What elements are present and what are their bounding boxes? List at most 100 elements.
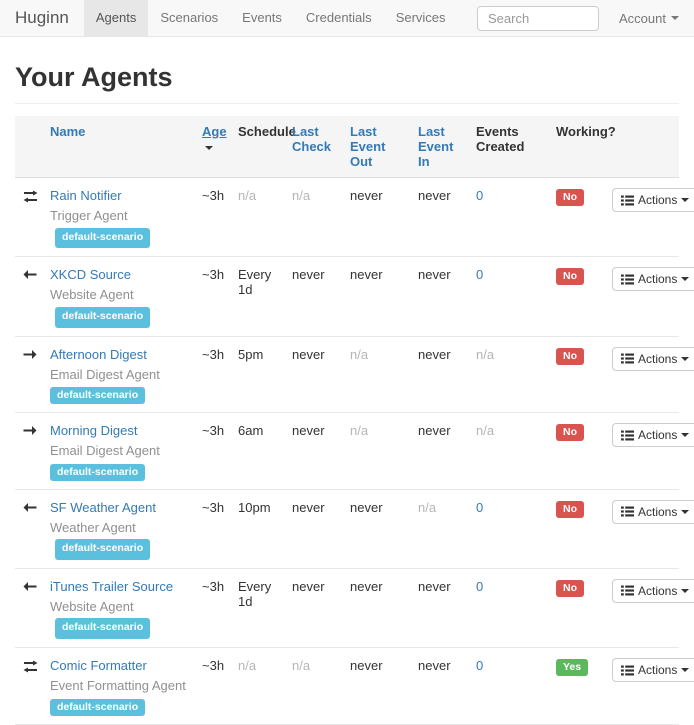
table-row: XKCD Source Website Agent default-scenario… xyxy=(15,257,694,336)
schedule-cell: 10pm xyxy=(233,489,287,568)
last-check-cell: never xyxy=(287,568,345,647)
table-row: iTunes Trailer Source Website Agent defaul… xyxy=(15,568,694,648)
header-row: Name Age Schedule Last Check Last Event Out L… xyxy=(15,116,679,178)
age-cell-value: ~3h xyxy=(202,346,225,362)
actions-button[interactable]: Actions xyxy=(612,578,694,603)
scenario-badge[interactable]: default-scenario xyxy=(55,306,151,328)
table-row: SF Weather Agent Weather Agentdefault-sce… xyxy=(15,489,694,569)
actions-button[interactable]: Actions xyxy=(612,267,694,292)
nav-item-scenarios[interactable]: Scenarios xyxy=(160,10,219,25)
actions-button[interactable]: Actions xyxy=(612,423,694,447)
scenario-badge[interactable]: default-scenario xyxy=(55,227,151,249)
scenario-badge[interactable]: default-scenario xyxy=(50,463,146,481)
age-cell-value: ~3h xyxy=(202,267,225,283)
sort-link[interactable]: Last Check xyxy=(292,124,332,154)
last-event-in-cell-value: never xyxy=(418,267,451,283)
column-header-working: Working? xyxy=(551,116,616,178)
column-header-events-created: Events Created xyxy=(471,116,551,178)
age-cell: ~3h xyxy=(197,336,233,413)
last-event-out-cell-value: never xyxy=(350,267,383,283)
search-input[interactable] xyxy=(477,5,600,31)
sort-link[interactable]: Age xyxy=(202,124,227,139)
header-label: Events Created xyxy=(476,124,525,154)
sort-desc-icon xyxy=(205,145,213,150)
events-created-cell: n/a xyxy=(471,336,551,413)
actions-cell: Actions xyxy=(607,568,694,647)
nav-right: Account xyxy=(477,0,694,36)
actions-button[interactable]: Actions xyxy=(612,346,694,371)
agent-type: Trigger Agent default-scenario xyxy=(50,206,192,249)
events-created-cell-link[interactable]: 0 xyxy=(476,578,484,594)
agent-type-label: Website Agent xyxy=(50,287,134,303)
nav-item-services[interactable]: Services xyxy=(395,10,446,25)
header-label: Schedule xyxy=(238,124,296,139)
sort-link[interactable]: Last Event Out xyxy=(350,124,386,169)
column-header-last-check: Last Check xyxy=(287,116,345,178)
age-cell: ~3h xyxy=(197,648,233,725)
table-row: Comic Formatter Event Formatting Agent def… xyxy=(15,648,694,725)
agent-name-link[interactable]: XKCD Source xyxy=(50,267,131,283)
nav-item-credentials[interactable]: Credentials xyxy=(305,10,372,25)
header-actions-spacer xyxy=(607,116,679,178)
actions-button-label: Actions xyxy=(638,428,678,442)
sort-link[interactable]: Name xyxy=(50,124,86,139)
agent-name-link[interactable]: iTunes Trailer Source xyxy=(50,578,174,594)
chevron-down-icon xyxy=(681,668,690,672)
last-event-out-cell: never xyxy=(345,257,413,336)
agent-name-link[interactable]: Rain Notifier xyxy=(50,188,122,203)
last-event-out-cell: never xyxy=(345,648,413,725)
agent-name-link[interactable]: Comic Formatter xyxy=(50,658,147,673)
nav-item-events[interactable]: Events xyxy=(242,10,282,25)
scenario-badge[interactable]: default-scenario xyxy=(50,387,146,404)
agent-type-label: Email Digest Agent xyxy=(50,366,160,382)
events-created-cell-link[interactable]: 0 xyxy=(476,267,484,283)
last-check-cell-value: n/a xyxy=(292,658,311,673)
working-badge: Yes xyxy=(556,659,589,676)
agent-type-label: Weather Agent xyxy=(50,519,136,535)
exchange-icon xyxy=(23,660,40,673)
age-cell-value: ~3h xyxy=(202,658,225,673)
actions-button[interactable]: Actions xyxy=(612,499,694,524)
name-cell: Rain Notifier Trigger Agent default-scenar… xyxy=(45,178,197,257)
scenario-badge[interactable]: default-scenario xyxy=(50,698,146,716)
arrow-left-icon xyxy=(23,502,40,513)
events-created-cell: 0 xyxy=(471,257,551,336)
sort-link[interactable]: Last Event In xyxy=(418,124,454,169)
schedule-cell-value: 5pm xyxy=(238,346,264,362)
scenario-badge-row: default-scenario xyxy=(50,461,192,481)
actions-button[interactable]: Actions xyxy=(612,188,694,212)
arrow-right-icon xyxy=(23,349,40,360)
events-created-cell-link[interactable]: 0 xyxy=(476,658,484,673)
nav-item-agents[interactable]: Agents xyxy=(83,0,149,36)
schedule-cell-value: n/a xyxy=(238,658,257,673)
last-check-cell-value: never xyxy=(292,346,325,362)
events-created-cell: 0 xyxy=(471,489,551,568)
direction-cell xyxy=(15,648,45,725)
events-created-cell-link[interactable]: 0 xyxy=(476,188,484,203)
actions-button[interactable]: Actions xyxy=(612,658,694,682)
name-cell: iTunes Trailer Source Website Agent defaul… xyxy=(45,568,197,647)
table-row: Rain Notifier Trigger Agent default-scenar… xyxy=(15,178,694,257)
table-row: Morning Digest Email Digest Agent default-… xyxy=(15,413,694,489)
actions-button-label: Actions xyxy=(638,663,678,677)
table-row: Afternoon Digest Email Digest Agent defaul… xyxy=(15,336,694,413)
schedule-cell-value: Every 1d xyxy=(238,267,272,298)
scenario-badge[interactable]: default-scenario xyxy=(55,539,151,560)
list-icon xyxy=(621,430,634,441)
actions-button-label: Actions xyxy=(638,351,678,366)
scenario-badge[interactable]: default-scenario xyxy=(55,618,151,639)
agent-name-link[interactable]: Morning Digest xyxy=(50,423,138,438)
last-event-in-cell: never xyxy=(413,336,471,413)
working-cell: No xyxy=(551,178,607,257)
account-label: Account xyxy=(619,10,666,26)
agent-type: Email Digest Agent xyxy=(50,441,192,461)
direction-cell xyxy=(15,489,45,568)
account-dropdown[interactable]: Account xyxy=(619,11,679,26)
scenario-badge-row: default-scenario xyxy=(50,696,192,716)
last-event-in-cell: n/a xyxy=(413,489,471,568)
working-badge: No xyxy=(556,189,584,206)
schedule-cell: 5pm xyxy=(233,336,287,413)
agent-name-link[interactable]: Afternoon Digest xyxy=(50,346,147,362)
brand-link[interactable]: Huginn xyxy=(15,8,69,27)
schedule-cell: Every 1d xyxy=(233,568,287,647)
